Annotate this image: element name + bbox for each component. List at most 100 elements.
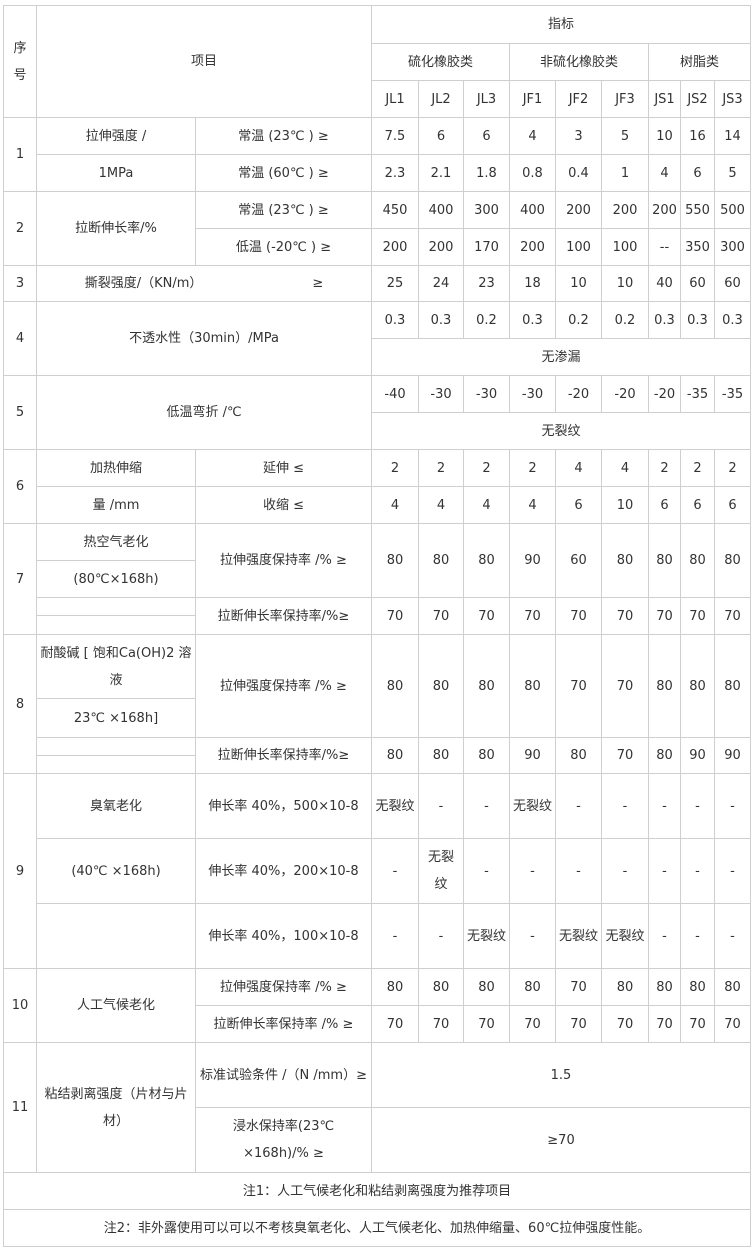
condition: 伸长率 40%，200×10-8 (196, 839, 372, 904)
value-cell: 6 (419, 118, 464, 155)
header-seq: 序号 (4, 6, 37, 118)
item-name: 不透水性（30min）/MPa (37, 302, 372, 376)
value-cell: 23 (464, 266, 510, 302)
value-cell: 90 (510, 524, 556, 598)
item-name: 量 /mm (37, 487, 196, 524)
value-cell: 60 (556, 524, 602, 598)
result-note: 无渗漏 (372, 339, 751, 376)
row-number: 5 (4, 376, 37, 450)
row-number: 1 (4, 118, 37, 192)
row-number: 4 (4, 302, 37, 376)
condition: 拉断伸长率保持率/%≥ (196, 598, 372, 635)
value-cell: 4 (464, 487, 510, 524)
value-cell: 4 (602, 450, 649, 487)
value-cell: -35 (681, 376, 715, 413)
value-cell: - (681, 904, 715, 969)
condition: 拉断伸长率保持率 /% ≥ (196, 1006, 372, 1043)
value-cell: 90 (681, 738, 715, 774)
value-cell: 2 (649, 450, 681, 487)
value-cell: 无裂纹 (372, 774, 419, 839)
empty-cell (37, 756, 196, 774)
condition: 延伸 ≤ (196, 450, 372, 487)
value-cell: 70 (602, 1006, 649, 1043)
value-cell: 400 (419, 192, 464, 229)
condition: ≥ (312, 276, 324, 291)
condition: 拉伸强度保持率 /% ≥ (196, 969, 372, 1006)
row-number: 6 (4, 450, 37, 524)
value-cell: 90 (715, 738, 751, 774)
value-cell: 24 (419, 266, 464, 302)
value-cell: 无裂纹 (419, 839, 464, 904)
value-cell: 10 (602, 487, 649, 524)
empty-cell (37, 598, 196, 616)
value-cell: 1.5 (372, 1043, 751, 1108)
value-cell: 70 (715, 1006, 751, 1043)
value-cell: 1 (602, 155, 649, 192)
header-code: JS1 (649, 81, 681, 118)
value-cell: 6 (715, 487, 751, 524)
value-cell: 2.1 (419, 155, 464, 192)
value-cell: 0.3 (419, 302, 464, 339)
value-cell: 70 (464, 598, 510, 635)
header-code: JF2 (556, 81, 602, 118)
value-cell: 80 (649, 969, 681, 1006)
value-cell: 80 (715, 524, 751, 598)
row-number: 10 (4, 969, 37, 1043)
item-name: 23℃ ×168h] (37, 699, 196, 738)
value-cell: 70 (419, 598, 464, 635)
condition: 收缩 ≤ (196, 487, 372, 524)
row-number: 8 (4, 635, 37, 774)
value-cell: 2 (464, 450, 510, 487)
value-cell: 450 (372, 192, 419, 229)
value-cell: - (649, 904, 681, 969)
spec-table: 序号 项目 指标 硫化橡胶类 非硫化橡胶类 树脂类 JL1 JL2 JL3 JF1 JF2 JF3 JS… (3, 5, 751, 1247)
value-cell: 2 (419, 450, 464, 487)
value-cell: 70 (602, 635, 649, 738)
value-cell: 80 (419, 738, 464, 774)
value-cell: 80 (715, 969, 751, 1006)
value-cell: 500 (715, 192, 751, 229)
value-cell: 80 (510, 635, 556, 738)
value-cell: 70 (556, 969, 602, 1006)
value-cell: - (715, 774, 751, 839)
value-cell: 70 (556, 598, 602, 635)
value-cell: 5 (715, 155, 751, 192)
condition: 伸长率 40%，500×10-8 (196, 774, 372, 839)
value-cell: 2 (510, 450, 556, 487)
value-cell: 80 (419, 969, 464, 1006)
value-cell: 80 (464, 524, 510, 598)
header-item: 项目 (37, 6, 372, 118)
header-indicator: 指标 (372, 6, 751, 44)
header-group: 非硫化橡胶类 (510, 44, 649, 81)
condition: 拉断伸长率保持率/%≥ (196, 738, 372, 774)
header-code: JF3 (602, 81, 649, 118)
condition: 低温 (-20℃ ) ≥ (196, 229, 372, 266)
header-code: JL2 (419, 81, 464, 118)
value-cell: 10 (556, 266, 602, 302)
value-cell: - (556, 839, 602, 904)
note-1: 注1：人工气候老化和粘结剥离强度为推荐项目 (4, 1173, 751, 1210)
row-number: 2 (4, 192, 37, 266)
value-cell: 200 (556, 192, 602, 229)
condition: 标准试验条件 /（N /mm）≥ (196, 1043, 372, 1108)
header-code: JF1 (510, 81, 556, 118)
condition: 拉伸强度保持率 /% ≥ (196, 524, 372, 598)
value-cell: 6 (556, 487, 602, 524)
value-cell: ≥70 (372, 1108, 751, 1173)
item-name: 1MPa (37, 155, 196, 192)
value-cell: - (556, 774, 602, 839)
value-cell: 18 (510, 266, 556, 302)
value-cell: -- (649, 229, 681, 266)
value-cell: 80 (681, 969, 715, 1006)
value-cell: 70 (649, 598, 681, 635)
header-group: 树脂类 (649, 44, 751, 81)
value-cell: 200 (372, 229, 419, 266)
value-cell: - (602, 774, 649, 839)
value-cell: 80 (419, 635, 464, 738)
condition: 常温 (60℃ ) ≥ (196, 155, 372, 192)
condition: 浸水保持率(23℃ ×168h)/% ≥ (196, 1108, 372, 1173)
value-cell: 70 (556, 635, 602, 738)
value-cell: 70 (556, 1006, 602, 1043)
value-cell: 6 (681, 487, 715, 524)
value-cell: 4 (372, 487, 419, 524)
